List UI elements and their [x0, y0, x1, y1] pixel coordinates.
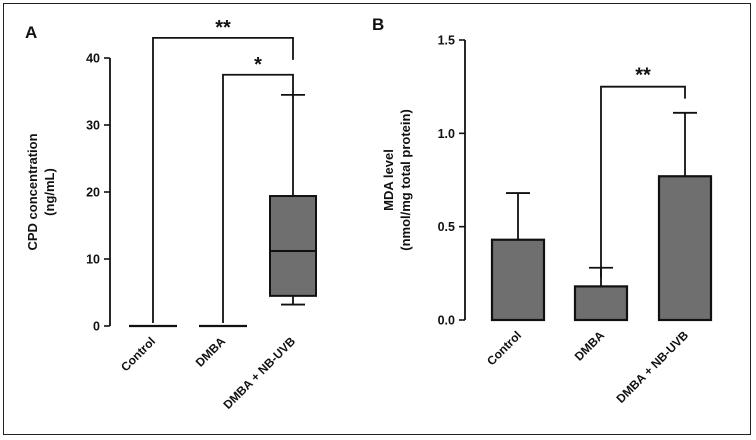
panel-b-bar: [490, 238, 546, 322]
panel-b-ylabel-line2: (nmol/mg total protein): [398, 109, 413, 251]
panel-b-y-tick-label: 1.0: [438, 127, 455, 141]
panel-a-chart: CPD concentration (ng/mL) 0 10 20 30 40 Contr…: [25, 17, 317, 412]
panel-b-bar: [657, 175, 713, 322]
panel-b-bar: [573, 285, 629, 322]
panel-b-y-tick-label: 0.0: [438, 314, 455, 328]
figure-frame: [3, 3, 751, 435]
panel-a-y-tick-label: 10: [86, 253, 100, 267]
panel-b-category-label: Control: [484, 328, 524, 368]
panel-a-category-label: Control: [118, 334, 158, 374]
panel-a-significance-label: *: [254, 54, 262, 76]
panel-b-significance-label: **: [635, 65, 651, 87]
panel-a-category-label: DMBA: [193, 334, 229, 370]
panel-a-ylabel-line2: (ng/mL): [42, 168, 57, 216]
panel-b-category-label: DMBA: [572, 328, 608, 364]
panel-b-ylabel-line1: MDA level: [381, 149, 396, 211]
panel-b-y-tick-label: 0.5: [438, 220, 455, 234]
panel-a-significance-label: **: [215, 17, 231, 39]
panel-a-y-tick-label: 40: [86, 52, 100, 66]
panel-b-significance-bracket: [600, 85, 686, 278]
panel-a-category-label: DMBA + NB-UVB: [220, 334, 298, 412]
panel-a-y-tick-label: 20: [86, 186, 100, 200]
panel-b-chart: MDA level (nmol/mg total protein) 0.0 0.5…: [381, 34, 713, 406]
panel-a-label: A: [25, 23, 37, 42]
panel-a-box: [269, 195, 317, 297]
panel-b-category-label: DMBA + NB-UVB: [613, 328, 691, 406]
panel-b-label: B: [372, 15, 384, 34]
panel-a-significance-bracket: [222, 73, 294, 323]
panel-b-y-tick-label: 1.5: [438, 34, 455, 48]
panel-a-ylabel-line1: CPD concentration: [25, 133, 40, 250]
panel-a-significance-bracket: [152, 37, 294, 323]
panel-a-y-tick-label: 0: [93, 320, 100, 334]
panel-a-y-tick-label: 30: [86, 119, 100, 133]
